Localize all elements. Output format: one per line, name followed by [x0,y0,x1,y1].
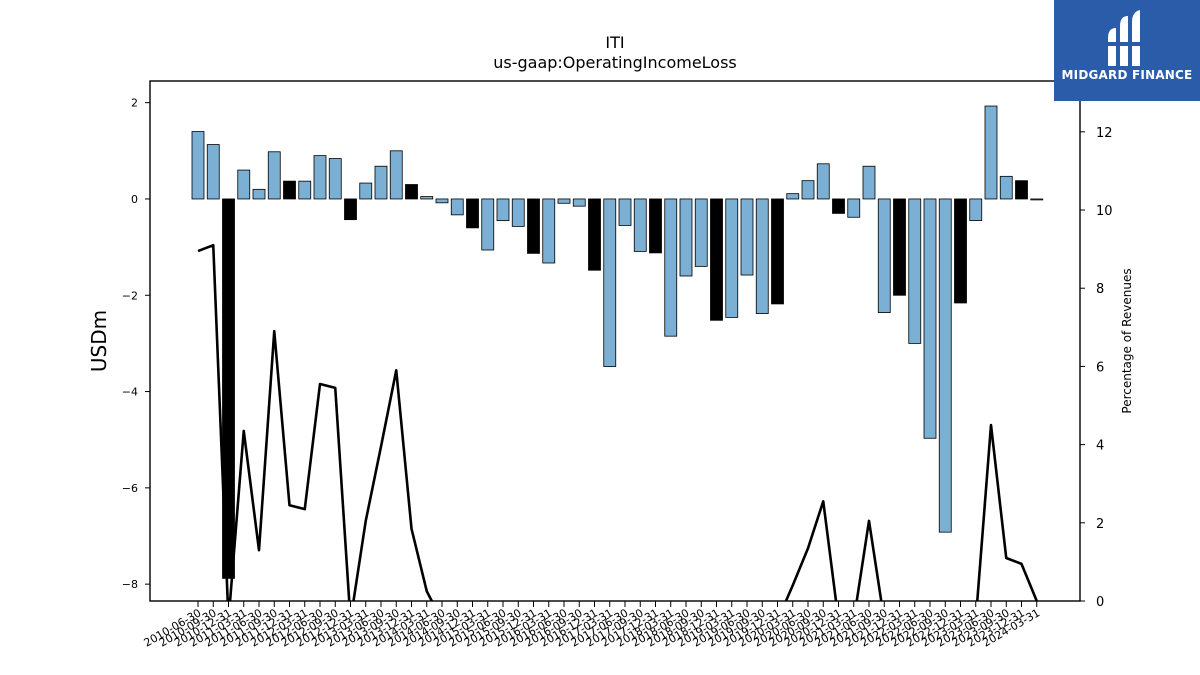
bar-2018-03-31 [664,198,678,337]
bar-2011-12-31 [283,180,296,200]
y2-tick-label: 8 [1096,282,1104,297]
bar-2013-06-30 [374,165,388,200]
bar-2024-03-31 [1030,198,1044,201]
bar-2012-12-31 [344,198,357,221]
bar-2016-09-30 [572,198,586,207]
bar-2020-12-31 [832,198,845,214]
bar-2020-06-30 [801,180,815,200]
y2-tick-label: 0 [1096,595,1104,610]
y-axis-right: 0 2 4 6 8 10 12 [1080,126,1113,610]
y-axis-label: USDm [87,310,111,372]
y2-tick-label: 12 [1096,126,1113,141]
chart-title: ITI [605,33,624,52]
bar-2015-03-31 [481,198,495,251]
bar-2019-09-30 [755,198,769,314]
bar-2011-03-31 [237,169,251,200]
y-tick-label: −6 [122,482,138,495]
bar-2010-06-30 [191,131,205,200]
y2-axis-label: Percentage of Revenues [1120,268,1134,413]
bar-2016-12-31 [588,198,601,271]
bar-2021-09-30 [877,198,891,313]
bar-2018-09-30 [694,198,708,267]
bar-2023-06-30 [984,105,998,200]
plot-frame [149,80,1081,602]
bar-2011-09-30 [267,151,281,200]
y-tick-label: 0 [131,193,138,206]
pct-line-layer [197,243,1038,601]
y-axis-left: 2 0 −2 −4 −6 −8 [122,97,150,591]
bar-2014-03-31 [420,196,434,200]
bar-2017-03-31 [603,198,617,367]
bar-2015-12-31 [527,198,540,254]
y2-tick-label: 4 [1096,439,1104,454]
bar-2015-09-30 [511,198,525,227]
logo-text: MIDGARD FINANCE [1061,68,1193,82]
y2-tick-label: 6 [1096,360,1104,375]
bar-2017-09-30 [633,198,647,252]
y2-tick-label: 10 [1096,204,1113,219]
y-tick-label: 2 [131,97,138,110]
bar-2023-12-31 [1015,180,1028,200]
y-tick-label: −4 [122,386,138,399]
bar-2012-03-31 [298,180,312,200]
chart-subtitle: us-gaap:OperatingIncomeLoss [493,53,737,72]
bar-2010-09-30 [206,144,220,200]
bar-2020-03-31 [786,193,800,200]
bar-2013-03-31 [359,182,373,200]
bar-2014-06-30 [435,198,449,204]
bars-layer [191,105,1044,579]
bar-2022-09-30 [938,198,952,533]
bar-2019-12-31 [771,198,784,305]
logo: MIDGARD FINANCE [1054,0,1200,101]
bar-2021-12-31 [893,198,906,296]
bar-2011-06-30 [252,188,266,200]
bar-2022-06-30 [923,198,937,439]
bar-2018-06-30 [679,198,693,277]
bar-2016-03-31 [542,198,556,264]
pct-line [197,243,1038,601]
bar-2014-12-31 [466,198,479,229]
bar-2021-03-31 [847,198,861,218]
bar-2018-12-31 [710,198,723,321]
bar-2023-03-31 [969,198,983,222]
bar-2014-09-30 [450,198,464,216]
y-tick-label: −2 [122,289,138,302]
bar-2023-09-30 [999,175,1013,200]
midgard-finance-logo-icon [1104,10,1148,66]
bar-2019-03-31 [725,198,739,318]
bar-2019-06-30 [740,198,754,276]
bar-2012-09-30 [328,158,342,200]
bar-2017-12-31 [649,198,662,254]
bar-2021-06-30 [862,165,876,200]
bar-2010-12-31 [222,198,235,579]
y2-tick-label: 2 [1096,517,1104,532]
bar-2022-03-31 [908,198,922,344]
bar-2013-09-30 [389,150,403,200]
bar-2020-09-30 [816,163,830,200]
bar-2015-06-30 [496,198,510,222]
bar-2016-06-30 [557,198,571,204]
bar-2017-06-30 [618,198,632,226]
bar-2012-06-30 [313,155,327,200]
x-axis: 2010-06-302010-09-302010-12-312011-03-31… [142,601,1042,650]
y-tick-label: −8 [122,578,138,591]
bar-2013-12-31 [405,184,418,200]
bar-2022-12-31 [954,198,967,304]
